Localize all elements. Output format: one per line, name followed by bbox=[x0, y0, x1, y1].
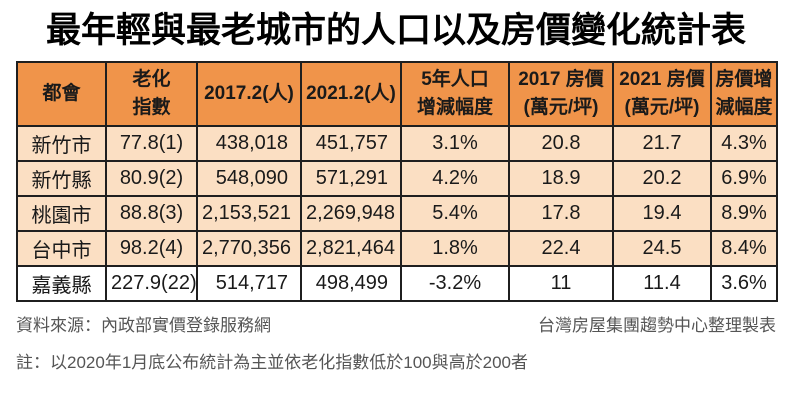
footer-line: 資料來源：內政部實價登錄服務網 台灣房屋集團趨勢中心整理製表 bbox=[16, 311, 776, 336]
column-header-price-2021: 2021 房價 (萬元/坪) bbox=[612, 60, 712, 127]
table-cell: 80.9(2) bbox=[105, 159, 198, 197]
table-cell: 4.3% bbox=[710, 124, 778, 162]
table-cell: 514,717 bbox=[196, 264, 302, 302]
table-cell: 227.9(22) bbox=[105, 264, 198, 302]
column-header-price-change: 房價增 減幅度 bbox=[710, 60, 778, 127]
table-row: 嘉義縣 227.9(22) 514,717 498,499 -3.2% 11 11.4 3.6… bbox=[16, 264, 778, 302]
table-cell: 8.4% bbox=[710, 229, 778, 267]
table-cell: 548,090 bbox=[196, 159, 302, 197]
table-row: 新竹縣 80.9(2) 548,090 571,291 4.2% 18.9 20.2 6.9% bbox=[16, 159, 778, 197]
column-header-pop-2021: 2021.2(人) bbox=[300, 60, 402, 127]
table-cell: 18.9 bbox=[508, 159, 614, 197]
table-cell: 22.4 bbox=[508, 229, 614, 267]
table-cell: -3.2% bbox=[400, 264, 510, 302]
table-body: 新竹市 77.8(1) 438,018 451,757 3.1% 20.8 21.7 4.3%… bbox=[16, 124, 778, 302]
table-cell: 88.8(3) bbox=[105, 194, 198, 232]
table-cell: 新竹縣 bbox=[16, 159, 107, 197]
table-row: 新竹市 77.8(1) 438,018 451,757 3.1% 20.8 21.7 4.3% bbox=[16, 124, 778, 162]
table-cell: 20.2 bbox=[612, 159, 712, 197]
table-row: 桃園市 88.8(3) 2,153,521 2,269,948 5.4% 17.8 19.4… bbox=[16, 194, 778, 232]
table-cell: 498,499 bbox=[300, 264, 402, 302]
table-cell: 8.9% bbox=[710, 194, 778, 232]
table-cell: 嘉義縣 bbox=[16, 264, 107, 302]
table-cell: 3.1% bbox=[400, 124, 510, 162]
table-row: 台中市 98.2(4) 2,770,356 2,821,464 1.8% 22.4 24.5… bbox=[16, 229, 778, 267]
table-cell: 77.8(1) bbox=[105, 124, 198, 162]
table-cell: 台中市 bbox=[16, 229, 107, 267]
column-header-city: 都會 bbox=[16, 60, 107, 127]
table-cell: 1.8% bbox=[400, 229, 510, 267]
table-cell: 2,770,356 bbox=[196, 229, 302, 267]
table-cell: 20.8 bbox=[508, 124, 614, 162]
column-header-pop-change: 5年人口 增減幅度 bbox=[400, 60, 510, 127]
table-cell: 451,757 bbox=[300, 124, 402, 162]
column-header-price-2017: 2017 房價 (萬元/坪) bbox=[508, 60, 614, 127]
table-cell: 438,018 bbox=[196, 124, 302, 162]
table-cell: 新竹市 bbox=[16, 124, 107, 162]
table-cell: 2,153,521 bbox=[196, 194, 302, 232]
table-cell: 4.2% bbox=[400, 159, 510, 197]
note-text: 註：以2020年1月底公布統計為主並依老化指數低於100與高於200者 bbox=[16, 352, 528, 372]
table-cell: 24.5 bbox=[612, 229, 712, 267]
credit-text: 台灣房屋集團趨勢中心整理製表 bbox=[538, 315, 776, 335]
table-cell: 11 bbox=[508, 264, 614, 302]
table-cell: 571,291 bbox=[300, 159, 402, 197]
table-cell: 17.8 bbox=[508, 194, 614, 232]
table-header-row: 都會 老化 指數 2017.2(人) 2021.2(人) 5年人口 增減幅度 2… bbox=[16, 60, 778, 127]
table-cell: 2,269,948 bbox=[300, 194, 402, 232]
table-cell: 21.7 bbox=[612, 124, 712, 162]
source-text: 資料來源：內政部實價登錄服務網 bbox=[16, 315, 271, 335]
data-table: 都會 老化 指數 2017.2(人) 2021.2(人) 5年人口 增減幅度 2… bbox=[16, 60, 778, 302]
table-cell: 98.2(4) bbox=[105, 229, 198, 267]
page-title: 最年輕與最老城市的人口以及房價變化統計表 bbox=[45, 11, 746, 50]
table-cell: 3.6% bbox=[710, 264, 778, 302]
table-cell: 2,821,464 bbox=[300, 229, 402, 267]
table-cell: 5.4% bbox=[400, 194, 510, 232]
table-cell: 11.4 bbox=[612, 264, 712, 302]
table-cell: 19.4 bbox=[612, 194, 712, 232]
table-cell: 桃園市 bbox=[16, 194, 107, 232]
column-header-pop-2017: 2017.2(人) bbox=[196, 60, 302, 127]
column-header-aging-index: 老化 指數 bbox=[105, 60, 198, 127]
table-cell: 6.9% bbox=[710, 159, 778, 197]
